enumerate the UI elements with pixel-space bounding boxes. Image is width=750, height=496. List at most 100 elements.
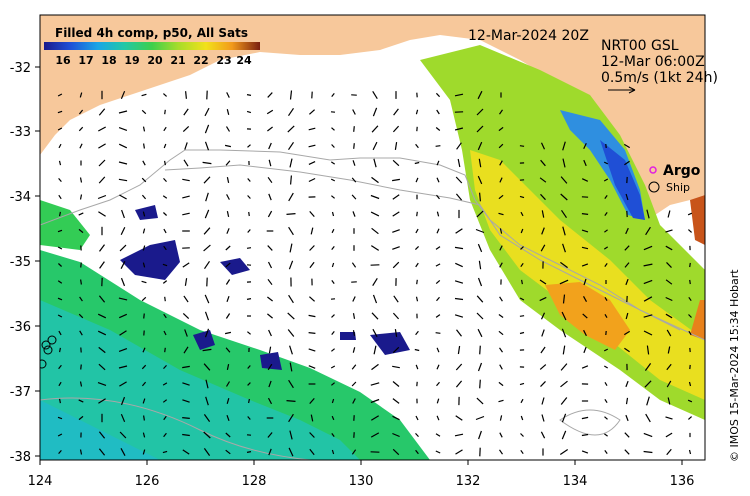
current-vector: [59, 347, 61, 353]
current-vector: [499, 415, 503, 421]
current-vector: [562, 294, 566, 304]
current-vector: [562, 158, 566, 168]
current-vector: [666, 380, 672, 388]
current-vector: [57, 433, 63, 437]
current-vector: [118, 365, 128, 369]
current-vector: [267, 92, 273, 98]
current-vector: [247, 178, 251, 182]
current-vector: [309, 296, 315, 302]
current-vector: [287, 312, 295, 320]
current-vector: [79, 449, 83, 455]
scale-arrow-icon: [608, 86, 636, 94]
current-vector: [182, 417, 190, 419]
current-vector: [79, 296, 83, 302]
current-vector: [666, 363, 672, 371]
current-vector: [644, 363, 652, 371]
current-vector: [57, 93, 63, 97]
current-vector: [331, 127, 335, 131]
current-vector: [540, 193, 546, 201]
current-vector: [331, 415, 335, 421]
current-vector: [268, 448, 272, 456]
current-vector: [98, 363, 106, 371]
current-vector: [225, 245, 231, 251]
marker-legend: Argo Ship: [648, 163, 701, 194]
current-vector: [203, 363, 211, 371]
current-vector: [351, 177, 357, 183]
current-vector: [499, 177, 503, 183]
current-vector: [624, 160, 630, 166]
current-vector: [644, 380, 652, 388]
current-vector: [225, 432, 231, 438]
current-vector: [331, 398, 335, 404]
current-vector: [603, 246, 609, 250]
current-vector: [455, 228, 463, 234]
current-vector: [78, 399, 84, 403]
current-vector: [331, 262, 335, 268]
current-vector: [288, 413, 294, 423]
current-vector: [78, 415, 84, 421]
current-vector: [372, 277, 378, 287]
current-vectors: [57, 90, 693, 457]
current-vector: [415, 143, 419, 149]
current-vector: [476, 295, 484, 303]
current-vector: [392, 381, 400, 387]
current-vector: [583, 346, 587, 354]
current-vector: [477, 362, 483, 372]
current-vector: [560, 397, 568, 405]
current-vector: [58, 364, 62, 370]
current-vector: [371, 227, 379, 235]
current-vector: [353, 126, 355, 132]
current-vector: [454, 93, 464, 97]
current-vector: [142, 262, 146, 268]
current-vector: [665, 416, 673, 420]
current-vector: [330, 365, 336, 369]
current-vector: [582, 313, 588, 319]
current-vector: [689, 262, 691, 268]
current-vector: [289, 90, 293, 100]
colorbar: [44, 42, 260, 50]
current-vector: [541, 397, 545, 405]
current-vector: [331, 280, 335, 284]
current-vector: [331, 314, 335, 318]
current-vector: [498, 399, 504, 403]
current-vector: [455, 176, 463, 184]
current-vector: [162, 212, 168, 216]
current-vector: [455, 193, 463, 201]
current-vector: [288, 294, 294, 304]
current-vector: [415, 330, 419, 336]
current-vector: [604, 313, 608, 319]
current-vector: [519, 145, 525, 147]
current-vector: [688, 381, 692, 387]
current-vector: [499, 262, 503, 268]
current-vector: [141, 109, 147, 115]
current-vector: [562, 345, 566, 355]
current-vector: [373, 345, 377, 355]
current-vector: [164, 160, 166, 166]
current-vector: [268, 329, 272, 337]
current-vector: [353, 143, 355, 149]
current-vector: [646, 345, 650, 355]
current-vector: [309, 448, 315, 456]
current-vector: [98, 126, 106, 132]
current-vector: [289, 362, 293, 372]
current-vector: [308, 177, 316, 183]
current-vector: [163, 432, 167, 438]
current-vector: [499, 296, 503, 302]
x-tick: 126: [135, 474, 160, 489]
current-vector: [120, 396, 126, 406]
current-vector: [435, 145, 441, 147]
argo-marker-icon: [649, 166, 657, 174]
current-vector: [667, 397, 671, 405]
current-vector: [309, 432, 315, 438]
current-time: 12-Mar 06:00Z: [601, 54, 705, 70]
current-vector: [120, 226, 126, 236]
current-vector: [643, 314, 653, 318]
argo-label: Argo: [663, 163, 701, 179]
current-vector: [415, 432, 419, 438]
colorbar-tick: 23: [216, 54, 231, 67]
current-vector: [118, 178, 128, 182]
current-vector: [246, 110, 252, 114]
current-vector: [581, 213, 589, 215]
current-vector: [520, 415, 524, 421]
